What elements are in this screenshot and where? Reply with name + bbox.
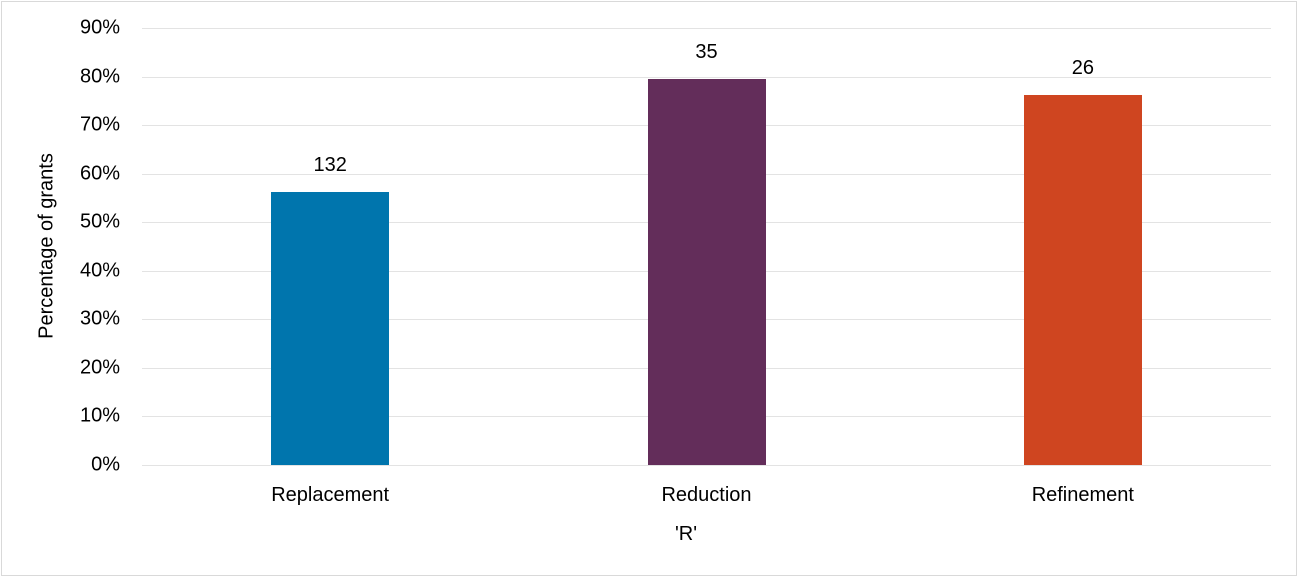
y-tick-label: 70%	[79, 113, 120, 136]
x-tick-label: Replacement	[271, 484, 390, 506]
y-tick-label: 10%	[79, 404, 120, 427]
y-tick-label: 60%	[79, 162, 120, 185]
gridline	[142, 28, 1271, 29]
data-label: 132	[313, 154, 347, 177]
y-tick-label: 40%	[79, 259, 120, 282]
x-tick-label: Refinement	[1031, 484, 1134, 506]
y-tick-label: 80%	[79, 65, 120, 88]
y-tick-label: 0%	[91, 453, 120, 476]
bar-replacement	[271, 192, 390, 465]
gridline	[142, 76, 1271, 78]
bar-reduction	[647, 79, 766, 465]
data-label: 35	[695, 41, 718, 64]
bar-refinement	[1023, 94, 1142, 465]
x-tick-label: Reduction	[661, 484, 752, 506]
gridline	[142, 465, 1271, 466]
x-axis-label: 'R'	[674, 523, 698, 545]
data-label: 26	[1071, 56, 1094, 79]
y-tick-label: 90%	[79, 16, 120, 39]
y-tick-label: 20%	[79, 356, 120, 379]
y-tick-label: 30%	[79, 307, 120, 330]
plot-area: 132 35 26	[142, 28, 1271, 466]
y-tick-label: 50%	[79, 210, 120, 233]
